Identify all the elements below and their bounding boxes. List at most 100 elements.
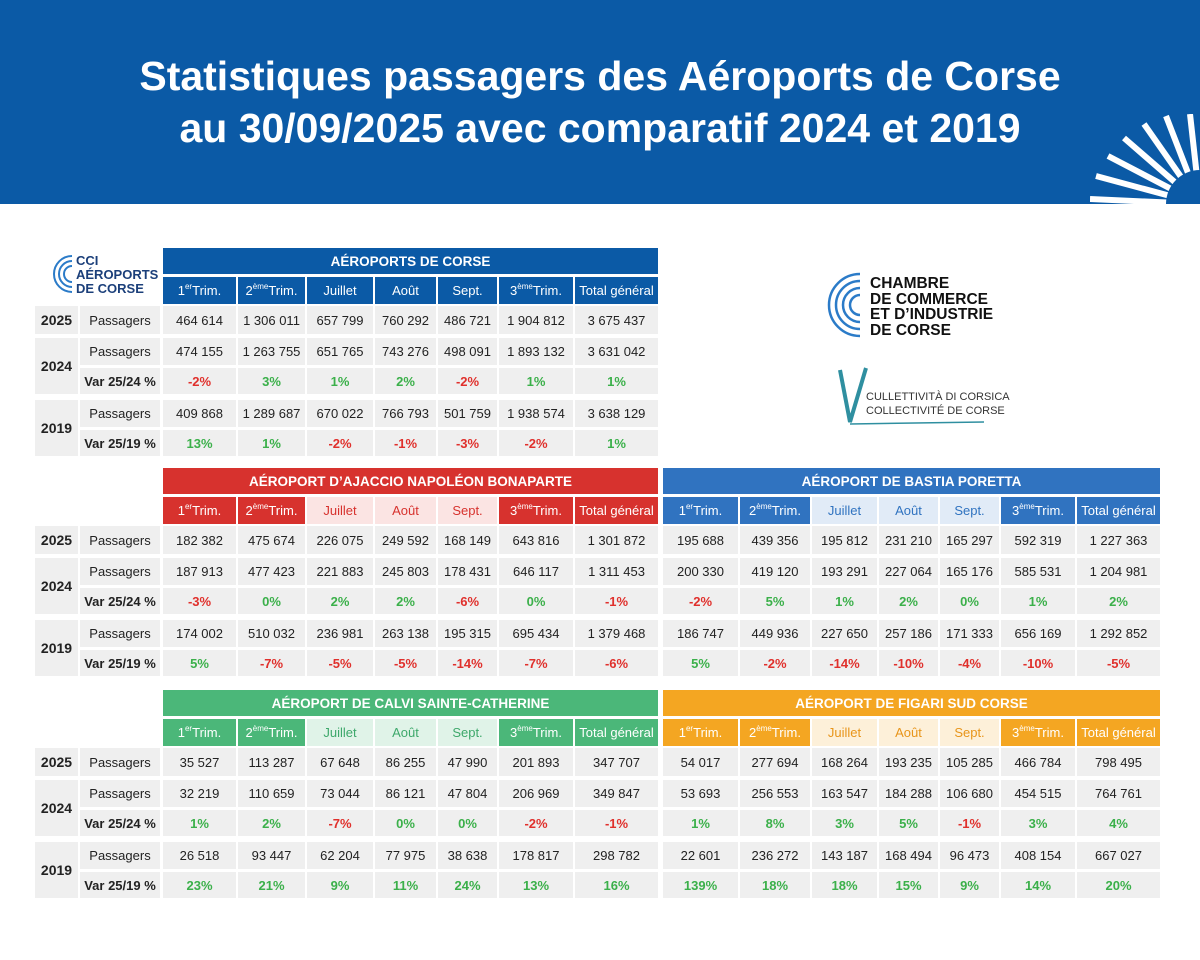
- data-value: -1%: [957, 815, 982, 831]
- data-value: 349 847: [593, 786, 640, 801]
- data-value: 449 936: [751, 626, 799, 641]
- data-cell: -7%: [499, 650, 573, 676]
- data-value: -5%: [393, 655, 418, 671]
- column-header: 1 er Trim.: [163, 277, 236, 304]
- data-cell: -2%: [163, 368, 236, 394]
- data-value: -1%: [604, 815, 629, 831]
- column-header: Sept.: [940, 497, 999, 524]
- data-cell: -2%: [307, 430, 373, 456]
- year-text: 2025: [40, 312, 73, 328]
- data-cell: 47 804: [438, 780, 497, 807]
- column-header-text: 2: [749, 725, 757, 740]
- data-cell: 21%: [238, 872, 305, 898]
- data-cell: 1%: [163, 810, 236, 836]
- column-header-text: Trim.: [532, 283, 562, 298]
- column-header-text: 1: [177, 725, 185, 740]
- column-header-text: Trim.: [693, 503, 723, 518]
- data-cell: 1 311 453: [575, 558, 658, 585]
- data-value: 798 495: [1095, 754, 1142, 770]
- data-cell: 464 614: [163, 306, 236, 334]
- data-value: 1%: [691, 815, 710, 831]
- data-cell: 3%: [1001, 810, 1075, 836]
- column-header-text: Sept.: [954, 503, 985, 518]
- data-value: 501 759: [444, 406, 491, 421]
- column-header: Juillet: [307, 277, 373, 304]
- data-value: 643 816: [512, 532, 560, 548]
- column-header-text: Août: [392, 503, 419, 518]
- data-cell: 195 315: [438, 620, 497, 647]
- data-cell: 9%: [940, 872, 999, 898]
- data-cell: 1 938 574: [499, 400, 573, 427]
- data-cell: 227 650: [812, 620, 877, 647]
- column-header: 2 ème Trim.: [238, 497, 305, 524]
- data-value: 263 138: [382, 626, 429, 641]
- column-header-text: 1: [177, 283, 185, 298]
- data-cell: -1%: [575, 588, 658, 614]
- logo-line: CULLETTIVITÀ DI CORSICA: [866, 391, 1010, 403]
- data-value: -10%: [1022, 655, 1054, 671]
- logo-line: DE CORSE: [76, 281, 144, 296]
- data-value: 168 264: [821, 754, 868, 770]
- data-cell: 11%: [375, 872, 436, 898]
- data-cell: -5%: [1077, 650, 1160, 676]
- data-cell: 206 969: [499, 780, 573, 807]
- column-header: 2 ème Trim.: [740, 497, 810, 524]
- column-header-text: Juillet: [827, 725, 862, 740]
- data-cell: 1 204 981: [1077, 558, 1160, 585]
- data-value: 54 017: [680, 754, 721, 770]
- data-value: 174 002: [176, 626, 223, 641]
- column-header: 2 ème Trim.: [740, 719, 810, 746]
- data-value: 5%: [899, 815, 918, 831]
- data-cell: 13%: [499, 872, 573, 898]
- table-title: AÉROPORT D’AJACCIO NAPOLÉON BONAPARTE: [163, 468, 658, 494]
- data-cell: 168 264: [812, 748, 877, 776]
- data-value: 62 204: [320, 848, 360, 863]
- data-cell: 408 154: [1001, 842, 1075, 869]
- data-value: 221 883: [316, 564, 364, 579]
- row-label: Passagers: [80, 842, 160, 869]
- data-value: -2%: [187, 373, 212, 389]
- banner: Statistiques passagers des Aéroports de …: [0, 0, 1200, 204]
- data-value: 195 315: [444, 626, 491, 641]
- year-cell: 2024: [35, 338, 78, 394]
- data-value: 5%: [765, 593, 785, 609]
- data-value: 667 027: [1095, 848, 1142, 863]
- data-value: 695 434: [512, 626, 560, 641]
- data-value: 656 169: [1014, 626, 1062, 641]
- data-value: 3 675 437: [587, 312, 646, 328]
- data-cell: 2%: [1077, 588, 1160, 614]
- data-cell: 47 990: [438, 748, 497, 776]
- data-cell: 1%: [812, 588, 877, 614]
- data-cell: 195 688: [663, 526, 738, 554]
- year-text: 2025: [40, 532, 73, 548]
- data-cell: 73 044: [307, 780, 373, 807]
- data-value: 184 288: [885, 786, 932, 801]
- data-value: -2%: [688, 593, 713, 609]
- data-value: 439 356: [751, 532, 799, 548]
- data-value: 670 022: [316, 406, 364, 421]
- column-header-text: Août: [392, 283, 419, 298]
- column-header-text: 1: [678, 503, 686, 518]
- year-text: 2024: [40, 800, 73, 816]
- row-label: Passagers: [80, 620, 160, 647]
- data-value: 168 494: [885, 848, 932, 863]
- data-cell: 165 176: [940, 558, 999, 585]
- row-label-text: Var 25/19 %: [84, 435, 156, 451]
- data-cell: -2%: [499, 430, 573, 456]
- data-cell: 1 292 852: [1077, 620, 1160, 647]
- table-title-text: AÉROPORTS DE CORSE: [330, 253, 491, 269]
- data-cell: 0%: [940, 588, 999, 614]
- data-cell: 1%: [499, 368, 573, 394]
- data-cell: 227 064: [879, 558, 938, 585]
- column-header-text: Juillet: [827, 503, 862, 518]
- column-header-text: Trim.: [1034, 725, 1064, 740]
- data-cell: 1%: [575, 430, 658, 456]
- column-header: Juillet: [307, 719, 373, 746]
- row-label-text: Var 25/19 %: [84, 877, 156, 893]
- table-title: AÉROPORT DE CALVI SAINTE-CATHERINE: [163, 690, 658, 716]
- column-header-text: Total général: [1081, 725, 1156, 740]
- year-cell: 2024: [35, 558, 78, 614]
- column-header: Total général: [575, 719, 658, 746]
- data-value: 165 297: [946, 532, 993, 548]
- data-value: 592 319: [1014, 532, 1062, 548]
